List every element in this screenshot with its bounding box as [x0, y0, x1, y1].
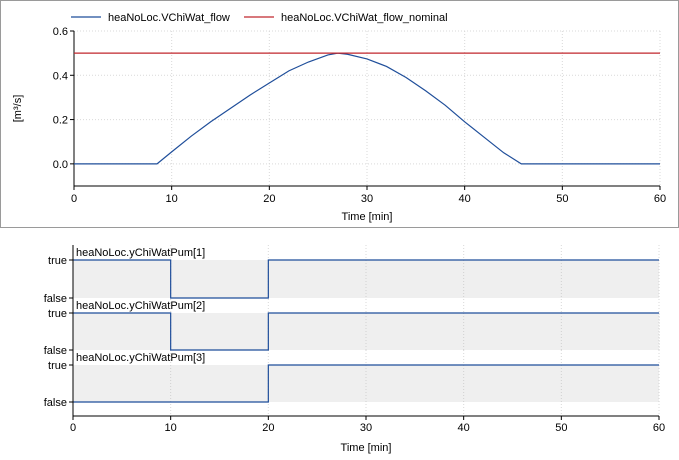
y-tick-label: 0.4 [53, 70, 68, 82]
true-label: true [48, 308, 67, 320]
x-tick-label: 0 [71, 193, 77, 205]
flow-rate-chart: 0 10 20 30 40 50 60 0.0 0.2 0.4 0.6 Time [min] [m³/s… [12, 12, 666, 223]
x-tick-label: 20 [263, 193, 275, 205]
x-tick-label: 50 [556, 193, 568, 205]
x-tick-label: 60 [654, 193, 666, 205]
signal-line-1 [73, 259, 659, 299]
x-tick-label: 30 [360, 422, 372, 434]
legend-label-1: heaNoLoc.VChiWat_flow [108, 12, 230, 24]
x-tick-label: 10 [166, 193, 178, 205]
true-label: true [48, 360, 67, 372]
y-tick-label: 0.6 [53, 26, 68, 38]
y-tick-label: 0.0 [53, 159, 68, 171]
x-axis-title: Time [min] [341, 442, 392, 454]
x-tick-label: 60 [653, 422, 665, 434]
false-label: false [44, 345, 67, 357]
x-tick-label: 10 [165, 422, 177, 434]
x-tick-label: 20 [262, 422, 274, 434]
true-label: true [48, 255, 67, 267]
x-tick-label: 0 [70, 422, 76, 434]
false-label: false [44, 293, 67, 305]
x-tick-label: 50 [555, 422, 567, 434]
pump-status-chart: true false heaNoLoc.yChiWatPum[1] true false… [44, 245, 665, 454]
boolean-plot-panel: true false heaNoLoc.yChiWatPum[1] true false… [0, 233, 679, 460]
series-line-1 [74, 52, 660, 165]
y-axis-title: [m³/s] [12, 95, 24, 123]
x-tick-label: 30 [361, 193, 373, 205]
false-label: false [44, 397, 67, 409]
signal-line-3 [73, 364, 659, 403]
x-tick-label: 40 [459, 193, 471, 205]
y-tick-label: 0.2 [53, 115, 68, 127]
signal-name-1: heaNoLoc.yChiWatPum[1] [76, 247, 205, 259]
x-axis-title: Time [min] [342, 211, 393, 223]
signal-name-3: heaNoLoc.yChiWatPum[3] [76, 352, 205, 364]
signal-line-2 [73, 312, 659, 351]
continuous-plot-panel: 0 10 20 30 40 50 60 0.0 0.2 0.4 0.6 Time [min] [m³/s… [0, 0, 679, 228]
legend-label-2: heaNoLoc.VChiWat_flow_nominal [281, 12, 448, 24]
x-tick-label: 40 [458, 422, 470, 434]
signal-name-2: heaNoLoc.yChiWatPum[2] [76, 300, 205, 312]
